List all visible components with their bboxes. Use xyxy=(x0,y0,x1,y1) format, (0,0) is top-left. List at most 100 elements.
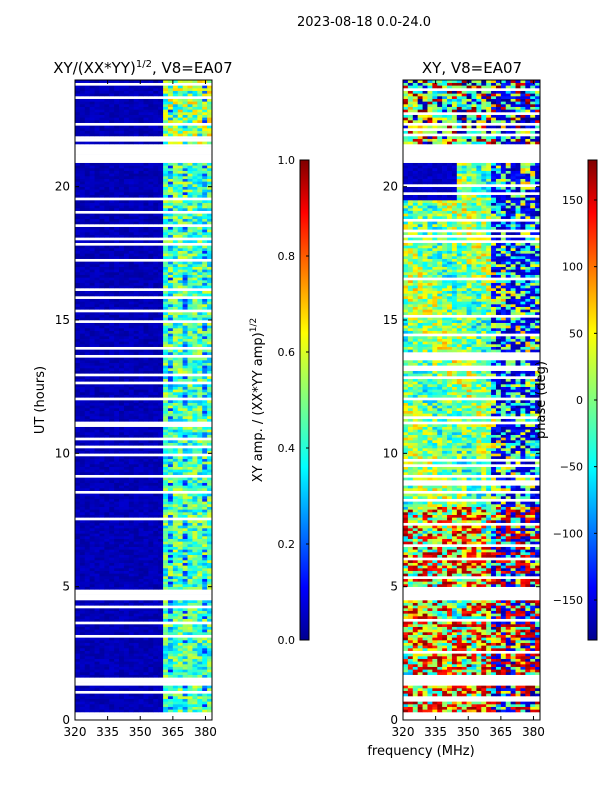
left-gap-row xyxy=(75,397,212,401)
left-heatmap-cell xyxy=(158,568,164,571)
left-heatmap-cell xyxy=(197,520,203,523)
left-heatmap-cell xyxy=(148,549,154,553)
left-heatmap-cell xyxy=(75,637,81,641)
left-heatmap-cell xyxy=(143,200,149,203)
left-heatmap-cell xyxy=(153,245,159,249)
left-heatmap-cell xyxy=(192,498,198,502)
left-heatmap-cell xyxy=(128,298,135,302)
left-heatmap-cell xyxy=(89,560,95,563)
left-heatmap-cell xyxy=(99,133,105,137)
left-heatmap-cell xyxy=(187,568,193,571)
left-heatmap-cell xyxy=(138,312,144,315)
left-heatmap-cell xyxy=(128,165,135,169)
left-heatmap-cell xyxy=(197,528,203,531)
left-heatmap-cell xyxy=(148,328,154,331)
left-heatmap-cell xyxy=(167,362,174,366)
left-heatmap-cell xyxy=(109,205,115,209)
left-heatmap-cell xyxy=(99,570,105,574)
left-heatmap-cell xyxy=(192,522,198,526)
left-heatmap-cell xyxy=(79,240,86,243)
left-heatmap-cell xyxy=(104,434,110,438)
left-heatmap-cell xyxy=(143,477,149,481)
left-heatmap-cell xyxy=(133,461,139,465)
left-heatmap-cell xyxy=(123,301,130,305)
left-heatmap-cell xyxy=(143,328,149,331)
left-heatmap-cell xyxy=(202,314,208,318)
left-heatmap-cell xyxy=(202,610,208,614)
left-heatmap-cell xyxy=(167,384,174,387)
left-heatmap-cell xyxy=(172,496,179,499)
right-panel-title: XY, V8=EA07 xyxy=(422,59,522,77)
left-heatmap-cell xyxy=(158,173,164,177)
left-heatmap-cell xyxy=(187,333,193,337)
left-heatmap-cell xyxy=(167,626,174,630)
left-heatmap-cell xyxy=(177,280,183,283)
left-heatmap-cell xyxy=(94,205,100,209)
left-heatmap-cell xyxy=(202,232,208,235)
left-heatmap-cell xyxy=(104,336,110,339)
left-heatmap-cell xyxy=(119,240,125,243)
left-heatmap-cell xyxy=(192,469,198,473)
left-heatmap-cell xyxy=(202,432,208,435)
left-heatmap-cell xyxy=(79,610,86,614)
left-heatmap-cell xyxy=(197,482,203,486)
left-heatmap-cell xyxy=(177,360,183,363)
left-heatmap-cell xyxy=(153,669,159,673)
left-heatmap-cell xyxy=(177,365,183,369)
left-heatmap-cell xyxy=(167,581,174,585)
left-heatmap-cell xyxy=(197,325,203,329)
left-heatmap-cell xyxy=(104,194,110,198)
left-heatmap-cell xyxy=(84,312,90,315)
left-heatmap-cell xyxy=(109,186,115,190)
left-heatmap-cell xyxy=(119,432,125,435)
left-heatmap-cell xyxy=(128,178,135,182)
left-heatmap-cell xyxy=(128,386,135,390)
left-heatmap-cell xyxy=(192,626,198,630)
left-heatmap-cell xyxy=(197,202,203,206)
left-heatmap-cell xyxy=(75,709,81,713)
left-heatmap-cell xyxy=(187,498,193,502)
left-heatmap-cell xyxy=(153,322,159,326)
left-heatmap-cell xyxy=(109,458,115,462)
left-heatmap-cell xyxy=(207,568,212,571)
left-heatmap-cell xyxy=(99,669,105,673)
left-heatmap-cell xyxy=(94,618,100,622)
left-heatmap-cell xyxy=(148,194,154,198)
left-gap-row xyxy=(75,210,212,214)
left-heatmap-cell xyxy=(119,328,125,331)
left-heatmap-cell xyxy=(202,672,208,675)
left-heatmap-cell xyxy=(148,413,154,417)
left-heatmap-cell xyxy=(119,450,125,454)
left-heatmap-cell xyxy=(75,234,81,238)
left-heatmap-cell xyxy=(207,344,212,347)
left-heatmap-cell xyxy=(207,325,212,329)
left-gap-row xyxy=(75,421,212,425)
left-heatmap-cell xyxy=(128,253,135,257)
left-heatmap-cell xyxy=(104,200,110,203)
left-heatmap-cell xyxy=(79,624,86,627)
left-heatmap-cell xyxy=(202,341,208,345)
left-heatmap-cell xyxy=(143,618,149,622)
left-heatmap-cell xyxy=(158,280,164,283)
left-heatmap-cell xyxy=(75,693,81,697)
left-heatmap-cell xyxy=(79,642,86,646)
left-heatmap-cell xyxy=(192,304,198,307)
left-heatmap-cell xyxy=(192,328,198,331)
left-heatmap-cell xyxy=(89,162,95,166)
left-heatmap-cell xyxy=(99,701,105,705)
left-heatmap-cell xyxy=(128,658,135,662)
left-heatmap-cell xyxy=(158,512,164,515)
left-heatmap-cell xyxy=(109,434,115,438)
left-heatmap-cell xyxy=(138,365,144,369)
left-heatmap-cell xyxy=(163,485,169,489)
left-heatmap-cell xyxy=(104,368,110,371)
left-heatmap-cell xyxy=(119,344,125,347)
left-heatmap-cell xyxy=(75,370,81,374)
left-heatmap-cell xyxy=(94,317,100,321)
left-heatmap-cell xyxy=(114,546,120,550)
left-heatmap-cell xyxy=(79,314,86,318)
left-heatmap-cell xyxy=(158,656,164,659)
left-heatmap-cell xyxy=(143,650,149,654)
left-heatmap-cell xyxy=(123,442,130,446)
left-heatmap-cell xyxy=(172,616,179,619)
